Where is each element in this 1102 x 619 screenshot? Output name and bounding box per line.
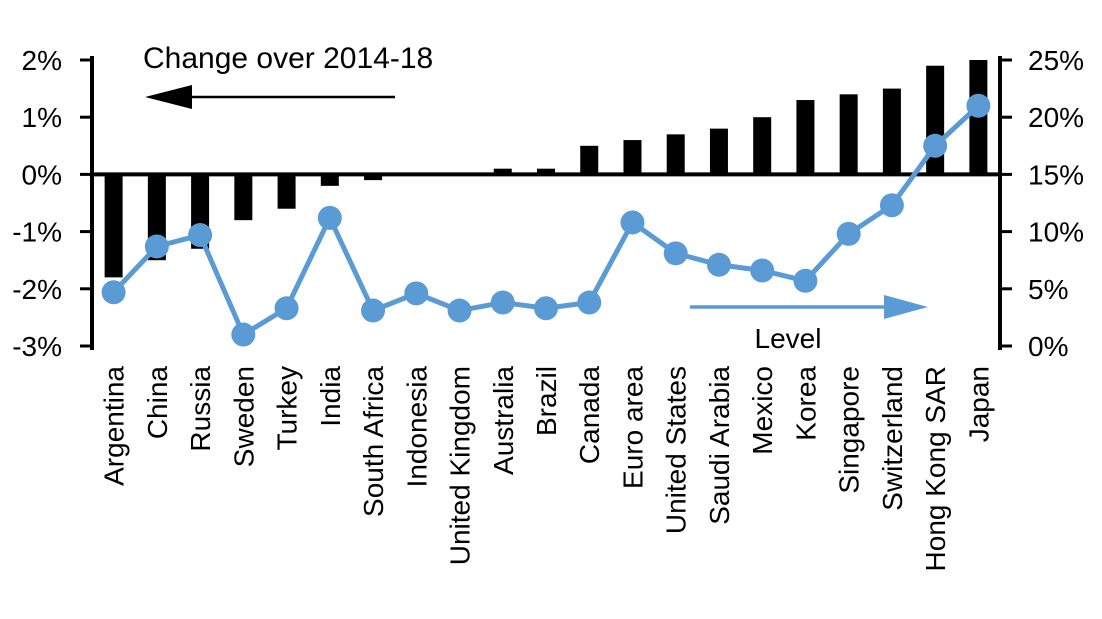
bar	[839, 94, 858, 175]
bar	[364, 174, 383, 181]
line-marker	[750, 258, 775, 283]
right-axis-tick-label: 0%	[1028, 331, 1068, 362]
line-marker	[793, 268, 818, 293]
bar	[623, 140, 642, 175]
x-axis-label: Saudi Arabia	[704, 366, 735, 525]
line-marker	[923, 133, 948, 158]
left-axis-tick-label: -3%	[12, 331, 62, 362]
bar	[882, 88, 901, 175]
x-axis-label: United Kingdom	[445, 366, 476, 565]
line-marker	[274, 296, 299, 321]
x-axis-label: Argentina	[99, 366, 130, 486]
bar	[666, 134, 685, 175]
line-marker	[966, 93, 991, 118]
x-axis-label: Hong Kong SAR	[920, 366, 951, 571]
right-axis-tick-label: 10%	[1028, 217, 1084, 248]
line-marker	[144, 234, 169, 259]
chart-body: 2% 1% 0% -1% -2% -3% 25% 20% 15% 10% 5% 0% Argentina…	[12, 45, 1084, 571]
bar	[277, 174, 296, 209]
x-axis-label: Korea	[790, 366, 821, 441]
x-axis-label: Canada	[574, 366, 605, 465]
x-axis-label: Sweden	[228, 366, 259, 467]
left-axis-tick-label: 0%	[22, 159, 62, 190]
change-arrow-head	[145, 85, 192, 109]
line-marker	[534, 296, 558, 321]
line-marker	[577, 290, 602, 315]
left-axis-tick-label: 2%	[22, 45, 62, 76]
line-marker	[101, 280, 126, 305]
line-marker	[490, 290, 515, 315]
x-axis-label: Indonesia	[401, 366, 432, 488]
right-axis-tick-label: 20%	[1028, 102, 1084, 133]
line-marker	[188, 223, 213, 248]
x-axis-label: United States	[661, 366, 692, 534]
bar	[753, 117, 772, 175]
x-axis-label: India	[315, 366, 346, 427]
x-axis-label: Mexico	[747, 366, 778, 455]
line-marker	[447, 298, 472, 323]
x-axis-label: South Africa	[358, 366, 389, 517]
left-axis-tick-label: 1%	[22, 102, 62, 133]
left-axis-tick-label: -1%	[12, 217, 62, 248]
bar	[580, 145, 599, 175]
line-marker	[231, 322, 256, 347]
bar	[104, 174, 123, 278]
line-marker	[620, 210, 645, 235]
x-axis-label: Euro area	[617, 366, 648, 489]
line-marker	[879, 193, 904, 218]
x-axis-label: Switzerland	[877, 366, 908, 511]
chart-title: Change over 2014-18	[143, 42, 433, 75]
bar	[320, 174, 339, 186]
line-marker	[361, 298, 386, 323]
x-axis-label: Singapore	[834, 366, 865, 494]
bar	[234, 174, 253, 221]
bar	[493, 168, 512, 175]
bar	[537, 168, 555, 175]
right-axis-tick-label: 25%	[1028, 45, 1084, 76]
bar	[796, 100, 815, 175]
bar	[709, 128, 728, 175]
x-axis-label: China	[142, 366, 173, 440]
level-label: Level	[755, 323, 822, 354]
x-axis-label: Turkey	[272, 366, 303, 451]
left-axis-tick-label: -2%	[12, 274, 62, 305]
line-marker	[706, 252, 731, 277]
right-axis-tick-label: 5%	[1028, 274, 1068, 305]
line-marker	[404, 281, 429, 306]
level-arrow-head	[884, 295, 928, 319]
line-marker	[836, 221, 861, 246]
line-marker	[317, 205, 342, 230]
x-axis-label: Japan	[963, 366, 994, 442]
x-axis-label: Australia	[488, 366, 519, 475]
x-axis-label: Brazil	[531, 366, 562, 436]
x-axis-label: Russia	[185, 366, 216, 452]
line-marker	[663, 241, 688, 266]
right-axis-tick-label: 15%	[1028, 159, 1084, 190]
